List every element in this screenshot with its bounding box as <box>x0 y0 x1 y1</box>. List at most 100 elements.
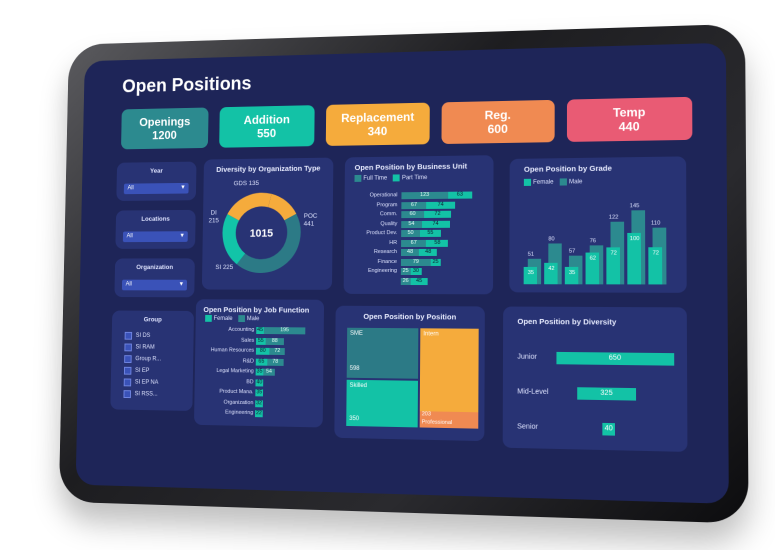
group-item-si-rss[interactable]: SI RSS... <box>123 390 158 399</box>
jf-bar-female[interactable]: 35 <box>255 389 264 397</box>
job-function-title: Open Position by Job Function <box>203 305 310 315</box>
group-item-group-r[interactable]: Group R... <box>124 355 161 364</box>
treemap-label: Professional <box>421 419 453 427</box>
locations-filter-label: Locations <box>141 215 170 223</box>
jf-row-label: Human Resources <box>210 347 255 354</box>
bu-bar-full-time[interactable]: 48 <box>400 248 420 257</box>
legend-male: Male <box>238 315 259 322</box>
bu-row-label: Product Dev. <box>366 230 398 237</box>
bu-bar-full-time[interactable]: 123 <box>401 191 448 200</box>
donut-label-poc: POC <box>303 212 318 220</box>
job-function-legend: Female Male <box>205 314 259 322</box>
bu-bar-full-time[interactable]: 26 <box>400 277 411 285</box>
jf-row-label: Legal Marketing <box>216 368 254 375</box>
position-panel: Open Position by Position SME 598 Intern… <box>334 305 485 442</box>
kpi-replacement[interactable]: Replacement 340 <box>325 102 430 146</box>
year-filter-label: Year <box>150 167 163 175</box>
bu-bar-part-time[interactable]: 72 <box>423 210 452 218</box>
donut-slice-poc[interactable] <box>241 217 294 266</box>
jf-row-label: Accounting <box>228 326 255 333</box>
jf-bar-male[interactable]: 195 <box>263 327 306 335</box>
group-item-si-ds[interactable]: SI DS <box>124 331 151 340</box>
jf-bar-female[interactable]: 35 <box>255 368 264 376</box>
donut-total: 1015 <box>250 228 274 240</box>
jf-bar-male[interactable]: 54 <box>263 368 275 376</box>
jf-bar-female[interactable]: 40 <box>255 378 264 386</box>
bu-row-label: Quality <box>380 220 398 227</box>
group-filter-label: Group <box>143 316 162 324</box>
job-function-panel: Open Position by Job Function Female Mal… <box>193 299 325 428</box>
jf-bar-male[interactable]: 72 <box>269 347 286 356</box>
bu-bar-part-time[interactable]: 48 <box>419 248 438 256</box>
organization-filter-panel: Organization All ▼ <box>114 258 195 298</box>
grade-label-female: 35 <box>568 269 576 276</box>
grade-panel: Open Position by Grade Female Male 51 35 8… <box>509 156 687 293</box>
dashboard-screen: Open Positions Openings 1200 Addition 55… <box>75 42 729 504</box>
bu-bar-full-time[interactable]: 25 <box>400 267 411 276</box>
donut-label-si: SI 225 <box>215 264 234 271</box>
group-filter-panel: Group SI DS SI RAM Group R... SI EP SI E… <box>110 310 195 411</box>
treemap-value: 203 <box>421 411 432 418</box>
jf-bar-male[interactable]: 78 <box>266 358 284 366</box>
bu-bar-full-time[interactable]: 54 <box>401 220 422 228</box>
jf-bar-female[interactable]: 80 <box>255 347 270 355</box>
bu-bar-part-time[interactable]: 45 <box>410 277 428 285</box>
legend-swatch <box>354 174 362 182</box>
kpi-reg[interactable]: Reg. 600 <box>441 99 555 145</box>
bu-bar-part-time[interactable]: 58 <box>426 239 449 247</box>
position-title: Open Position by Position <box>363 311 457 322</box>
legend-full-time-label: Full Time <box>363 175 388 182</box>
grade-label-male: 122 <box>608 214 619 221</box>
bu-bar-full-time[interactable]: 79 <box>400 258 431 266</box>
bu-bar-part-time[interactable]: 25 <box>430 258 441 266</box>
diversity-row-label: Mid-Level <box>517 388 549 397</box>
business-unit-title: Open Position by Business Unit <box>354 161 468 173</box>
bu-bar-part-time[interactable]: 74 <box>426 201 455 209</box>
diversity-bar[interactable]: 40 <box>602 422 616 436</box>
kpi-openings[interactable]: Openings 1200 <box>121 107 209 150</box>
bu-bar-part-time[interactable]: 55 <box>419 229 441 237</box>
treemap-cell-sme[interactable]: SME 598 <box>346 327 419 379</box>
year-dropdown-value: All <box>127 185 134 192</box>
year-dropdown[interactable]: All ▼ <box>123 182 189 195</box>
treemap-cell-intern[interactable]: Intern <box>419 328 479 421</box>
donut-slice-gds[interactable] <box>270 200 291 217</box>
group-item-si-ep[interactable]: SI EP <box>123 366 149 375</box>
bu-bar-part-time[interactable]: 74 <box>421 220 450 228</box>
jf-bar-female[interactable]: 22 <box>255 410 263 418</box>
jf-bar-female[interactable]: 32 <box>255 399 263 407</box>
organization-dropdown[interactable]: All ▼ <box>121 279 188 291</box>
organization-filter-label: Organization <box>136 264 174 271</box>
diversity-bar[interactable]: 325 <box>577 387 637 401</box>
treemap-cell-professional[interactable]: 203 Professional <box>419 411 479 429</box>
grade-label-female: 100 <box>629 235 640 243</box>
jf-bar-female[interactable]: 55 <box>256 337 266 345</box>
diversity-bar[interactable]: 650 <box>556 351 675 366</box>
kpi-temp[interactable]: Temp 440 <box>566 96 693 142</box>
grade-bars: 51 35 80 42 57 35 76 62 122 72 145 100 110 72 <box>523 193 681 285</box>
jf-bar-male[interactable]: 88 <box>265 337 285 345</box>
bu-bar-full-time[interactable]: 50 <box>401 229 421 238</box>
locations-dropdown[interactable]: All ▼ <box>122 231 188 243</box>
chevron-down-icon: ▼ <box>178 281 185 288</box>
kpi-addition[interactable]: Addition 550 <box>219 105 315 148</box>
treemap-cell-skilled[interactable]: Skilled 350 <box>346 379 418 428</box>
checkbox-icon <box>124 355 132 364</box>
page-title: Open Positions <box>122 73 252 98</box>
donut-slice-di[interactable] <box>233 199 270 217</box>
jf-bar-female[interactable]: 65 <box>255 358 268 366</box>
bu-bar-full-time[interactable]: 67 <box>401 239 427 247</box>
group-item-si-ram[interactable]: SI RAM <box>124 343 155 352</box>
diversity-org-panel: Diversity by Organization Type 1015 GDS … <box>201 157 334 290</box>
bu-bar-part-time[interactable]: 63 <box>447 191 472 199</box>
bu-bar-full-time[interactable]: 60 <box>401 210 424 219</box>
donut-label-di: DI <box>210 209 217 217</box>
jf-bar-female[interactable]: 45 <box>256 327 265 335</box>
jf-row-label: Product Mana. <box>219 388 254 396</box>
group-item-si-ep-na[interactable]: SI EP NA <box>123 378 159 387</box>
donut-label-di-value: 215 <box>208 217 219 225</box>
donut-slice-si[interactable] <box>229 217 242 259</box>
bu-bar-part-time[interactable]: 30 <box>410 267 422 276</box>
bu-bar-full-time[interactable]: 67 <box>401 201 427 209</box>
donut-label-gds: GDS 135 <box>233 180 260 188</box>
